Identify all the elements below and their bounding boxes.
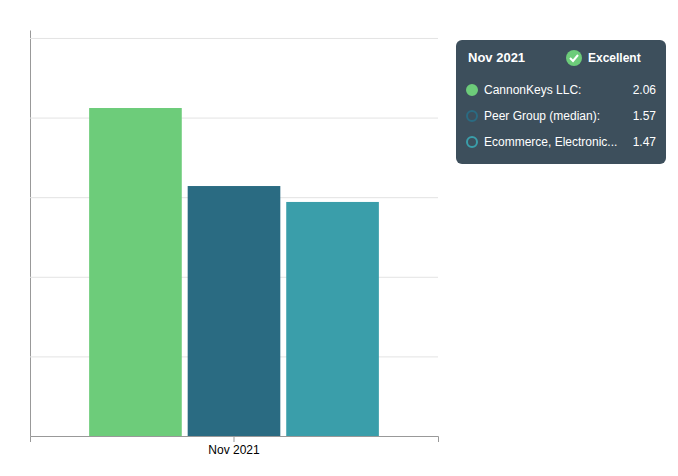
legend-swatch bbox=[467, 85, 477, 95]
bar bbox=[188, 186, 281, 436]
legend-swatch bbox=[467, 111, 477, 121]
legend-box bbox=[456, 40, 666, 164]
legend-label: CannonKeys LLC: bbox=[484, 83, 581, 97]
chart: Nov 2021 Nov 2021 Excellent CannonKeys LLC:… bbox=[0, 0, 678, 476]
tick-mark bbox=[234, 436, 235, 442]
y-axis bbox=[30, 31, 438, 437]
x-tick: Nov 2021 bbox=[208, 436, 260, 457]
legend: Nov 2021 Excellent CannonKeys LLC: 2.06 Peer… bbox=[456, 40, 666, 164]
badge bbox=[566, 50, 582, 66]
bar bbox=[286, 202, 379, 436]
y-axis-line bbox=[30, 31, 31, 437]
annotation: Excellent bbox=[588, 51, 641, 65]
legend-label: Peer Group (median): bbox=[484, 109, 600, 123]
grid-line bbox=[30, 38, 438, 39]
legend-label: Ecommerce, Electronic... bbox=[484, 135, 617, 149]
plot: Nov 2021 bbox=[30, 31, 439, 457]
y-tick bbox=[30, 38, 438, 39]
legend-value: 2.06 bbox=[633, 83, 657, 97]
x-axis: Nov 2021 bbox=[31, 436, 439, 457]
legend-item: Ecommerce, Electronic... 1.47 bbox=[467, 135, 656, 149]
legend-value: 1.47 bbox=[633, 135, 657, 149]
bars bbox=[89, 108, 379, 436]
legend-swatch bbox=[467, 137, 477, 147]
legend-title: Nov 2021 bbox=[468, 50, 525, 65]
badge-circle bbox=[566, 50, 582, 66]
legend-value: 1.57 bbox=[633, 109, 657, 123]
legend-item: CannonKeys LLC: 2.06 bbox=[467, 83, 656, 97]
bar bbox=[89, 108, 182, 436]
legend-item: Peer Group (median): 1.57 bbox=[467, 109, 656, 123]
x-axis-line bbox=[31, 437, 439, 443]
x-tick-label: Nov 2021 bbox=[208, 443, 260, 457]
badge-check bbox=[570, 55, 578, 61]
